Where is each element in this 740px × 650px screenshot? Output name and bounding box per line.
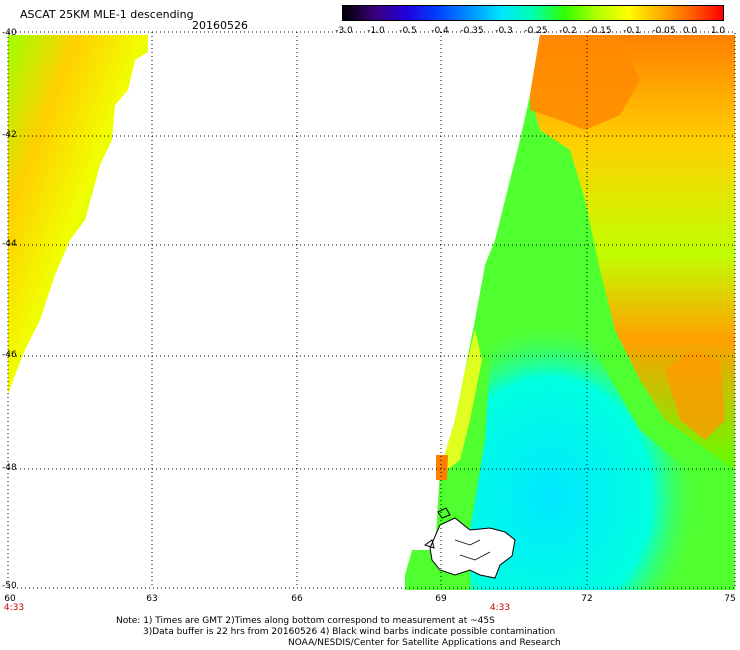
lon-label: 63 bbox=[146, 594, 158, 604]
lat-label: -46 bbox=[2, 350, 17, 360]
lat-label: -42 bbox=[2, 130, 17, 140]
graticule bbox=[8, 32, 735, 588]
colorbar-label: -0.05 bbox=[652, 26, 676, 36]
swath-right-cyan bbox=[470, 280, 735, 590]
product-date: 20160526 bbox=[192, 19, 248, 32]
colorbar bbox=[342, 5, 724, 21]
lon-label: 66 bbox=[291, 594, 303, 604]
lon-label: 75 bbox=[724, 594, 736, 604]
note-line-3: NOAA/NESDIS/Center for Satellite Applica… bbox=[288, 638, 561, 648]
swath-left bbox=[8, 35, 148, 395]
swath-right-orange-top bbox=[530, 35, 640, 130]
time-label-left: 4:33 bbox=[3, 603, 25, 613]
lat-label: -48 bbox=[2, 463, 17, 473]
lon-label: 69 bbox=[435, 594, 447, 604]
colorbar-label: 1.0 bbox=[710, 26, 726, 36]
colorbar-label: -0.5 bbox=[399, 26, 417, 36]
colorbar-label: -0.25 bbox=[524, 26, 548, 36]
colorbar-label: -0.15 bbox=[588, 26, 612, 36]
lat-label: -44 bbox=[2, 239, 17, 249]
wind-map bbox=[7, 31, 736, 590]
colorbar-label: -0.4 bbox=[431, 26, 449, 36]
product-title: ASCAT 25KM MLE-1 descending bbox=[20, 8, 194, 21]
lat-label: -40 bbox=[2, 28, 17, 38]
note-line-1: Note: 1) Times are GMT 2)Times along bot… bbox=[116, 616, 495, 626]
colorbar-label: -0.3 bbox=[495, 26, 513, 36]
swath-right-orange-east bbox=[665, 350, 725, 440]
colorbar-label: -0.2 bbox=[559, 26, 577, 36]
lon-label: 72 bbox=[581, 594, 593, 604]
lat-label: -50 bbox=[2, 581, 17, 591]
colorbar-label: -3.0 bbox=[335, 26, 353, 36]
time-label-right: 4:33 bbox=[489, 603, 511, 613]
colorbar-label: -0.35 bbox=[460, 26, 484, 36]
swath-right-yellow-edge bbox=[440, 330, 482, 470]
swath-right-orange-edge bbox=[436, 455, 448, 480]
colorbar-label: -1.0 bbox=[367, 26, 385, 36]
lon-label: 60 bbox=[4, 594, 16, 604]
map-frame bbox=[7, 31, 736, 589]
island-kerguelen bbox=[423, 507, 516, 579]
colorbar-label: 0.0 bbox=[682, 26, 698, 36]
colorbar-label: -0.1 bbox=[623, 26, 641, 36]
note-line-2: 3)Data buffer is 22 hrs from 20160526 4)… bbox=[143, 627, 556, 637]
